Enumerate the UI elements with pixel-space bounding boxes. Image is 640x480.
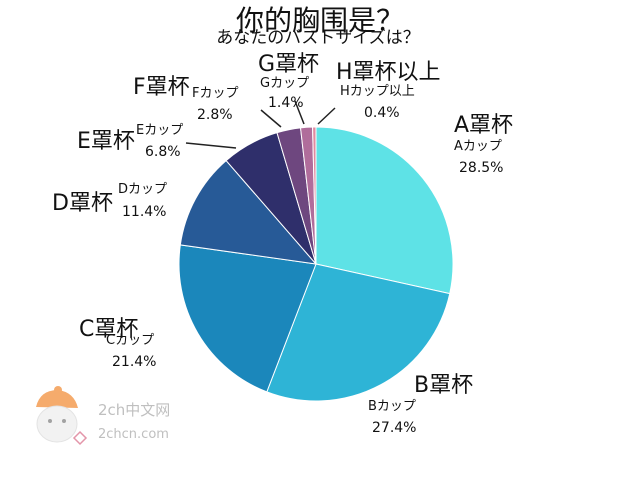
slice-label-jp-4: Dカップ: [118, 182, 167, 197]
leader-line-8: [317, 107, 336, 125]
slice-label-jp-7: Gカップ: [260, 76, 309, 91]
slice-label-pct-4: 11.4%: [122, 204, 166, 220]
watermark: 2ch中文网 2chcn.com: [36, 386, 170, 446]
slice-label-zh-7: G罩杯: [258, 52, 319, 77]
watermark-line2: 2chcn.com: [98, 427, 169, 442]
slice-label-zh-3: C罩杯: [79, 317, 138, 342]
slice-label-zh-4: D罩杯: [52, 191, 113, 216]
pie-slice-3: [178, 244, 317, 393]
slice-label-zh-5: E罩杯: [77, 129, 135, 154]
slice-label-pct-3: 21.4%: [112, 354, 156, 370]
slice-label-pct-8: 0.4%: [364, 105, 400, 121]
slice-label-jp-6: Fカップ: [192, 86, 238, 101]
pie-slice-1: [315, 126, 454, 295]
slice-label-jp-5: Eカップ: [136, 123, 183, 138]
slice-label-jp-8: Hカップ以上: [340, 84, 415, 99]
slice-label-jp-1: Aカップ: [454, 139, 502, 154]
leader-line-5: [185, 142, 237, 149]
slice-label-pct-1: 28.5%: [459, 160, 503, 176]
watermark-line1: 2ch中文网: [98, 401, 170, 419]
slice-label-pct-6: 2.8%: [197, 107, 233, 123]
slice-label-zh-8: H罩杯以上: [336, 60, 441, 85]
slice-label-zh-1: A罩杯: [454, 113, 513, 138]
leader-line-6: [260, 109, 282, 128]
mascot-icon: [36, 386, 88, 446]
pie-slices: [178, 126, 454, 402]
pie-slice-2: [266, 263, 451, 402]
leader-line-7: [294, 100, 305, 125]
slice-label-jp-2: Bカップ: [368, 399, 416, 414]
chart-subtitle: あなたのバストサイズは？: [216, 28, 420, 48]
slice-label-pct-7: 1.4%: [268, 95, 304, 111]
slice-label-zh-2: B罩杯: [414, 373, 473, 398]
slice-label-pct-2: 27.4%: [372, 420, 416, 436]
slice-label-jp-3: Cカップ: [106, 333, 154, 348]
pie-slice-4: [179, 159, 318, 265]
slice-label-pct-5: 6.8%: [145, 144, 181, 160]
pie-slice-8: [312, 126, 317, 265]
slice-label-zh-6: F罩杯: [133, 75, 190, 100]
chart-title: 你的胸围是？: [236, 4, 404, 37]
leader-lines: [185, 100, 336, 149]
